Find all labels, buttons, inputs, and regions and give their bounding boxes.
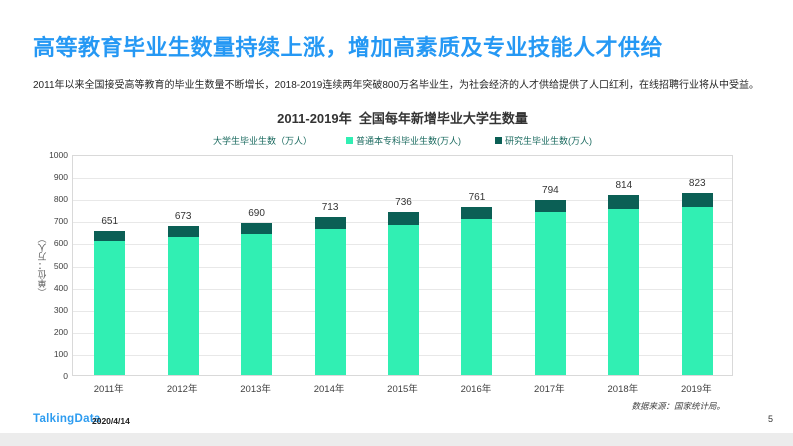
bar-grad-2017年 [534, 199, 566, 213]
bar-grad-2011年 [94, 231, 126, 241]
y-tick-600: 600 [53, 238, 68, 249]
y-tick-700: 700 [53, 216, 68, 227]
bar-value-label-2012年: 673 [174, 211, 192, 223]
bar-value-label-2015年: 736 [395, 197, 412, 209]
x-label-2011年: 2011年 [93, 384, 124, 395]
chart-title: 2011-2019年 全国每年新增毕业大学生数量 [277, 111, 528, 126]
bar-grad-2012年 [167, 226, 199, 238]
bar-grad-2014年 [314, 217, 346, 230]
bar-value-label-2019年: 823 [688, 178, 706, 190]
bar-value-label-2016年: 761 [468, 191, 486, 203]
bar-undergrad-2013年 [241, 233, 273, 375]
gridline-800 [73, 200, 732, 202]
y-tick-900: 900 [53, 172, 68, 183]
legend-item-grad: 研究生毕业生数(万人) [495, 134, 592, 147]
bar-grad-2016年 [461, 206, 493, 220]
x-label-2016年: 2016年 [460, 384, 492, 395]
y-axis-ticks: 0 100 200 300 400 500 600 700 800 900 1000 [40, 150, 68, 381]
bar-value-label-2018年: 814 [615, 180, 633, 192]
y-tick-100: 100 [53, 348, 68, 359]
bar-value-label-2013年: 690 [248, 207, 265, 219]
legend-label-undergrad: 普通本专科毕业生数(万人) [356, 136, 461, 146]
bar-grad-2018年 [608, 195, 640, 209]
gridline-900 [73, 178, 732, 180]
x-label-2017年: 2017年 [534, 384, 565, 395]
legend-label-grad: 研究生毕业生数(万人) [505, 136, 592, 146]
x-label-2018年: 2018年 [607, 384, 639, 395]
slide-title: 高等教育毕业生数量持续上涨，增加高素质及专业技能人才供给 [33, 35, 664, 60]
legend-item-undergrad: 普通本专科毕业生数(万人) [346, 134, 461, 147]
x-label-2019年: 2019年 [680, 384, 712, 395]
y-tick-400: 400 [53, 282, 68, 293]
legend-axis-title: 大学生毕业生数（万人） [212, 136, 312, 146]
x-axis-labels: 2011年 2012年 2013年 2014年 2015年 2016年 2017年 2018年… [72, 381, 733, 395]
bar-undergrad-2012年 [167, 237, 199, 375]
y-tick-1000: 1000 [49, 150, 68, 160]
y-tick-300: 300 [53, 304, 68, 315]
y-tick-500: 500 [53, 260, 68, 271]
footer-date: 2020/4/14 [92, 416, 130, 426]
grad-swatch-icon [495, 137, 502, 144]
y-tick-0: 0 [63, 371, 68, 381]
y-tick-800: 800 [53, 194, 68, 205]
bar-undergrad-2016年 [461, 219, 493, 375]
chart-legend: 大学生毕业生数（万人） 普通本专科毕业生数(万人) 研究生毕业生数(万人) [72, 134, 733, 147]
y-tick-200: 200 [53, 326, 68, 337]
talkingdata-logo: TalkingData [33, 413, 101, 425]
bar-grad-2013年 [241, 222, 273, 234]
x-label-2012年: 2012年 [166, 384, 198, 395]
x-label-2014年: 2014年 [313, 384, 345, 395]
bar-undergrad-2011年 [94, 240, 126, 375]
bar-undergrad-2019年 [681, 207, 713, 375]
x-label-2015年: 2015年 [387, 384, 418, 395]
bar-value-label-2017年: 794 [542, 184, 559, 196]
bar-value-label-2011年: 651 [101, 216, 119, 228]
source-note: 数据来源：国家统计局。 [631, 401, 725, 411]
bar-undergrad-2015年 [388, 224, 419, 375]
bar-undergrad-2017年 [534, 212, 566, 375]
undergrad-swatch-icon [346, 137, 353, 144]
bar-undergrad-2014年 [314, 229, 346, 375]
bar-value-label-2014年: 713 [321, 202, 339, 214]
bottom-strip [0, 433, 793, 446]
slide-subtitle: 2011年以来全国接受高等教育的毕业生数量不断增长，2018-2019连续两年突… [33, 80, 760, 91]
bar-grad-2015年 [388, 212, 419, 225]
bar-undergrad-2018年 [608, 208, 640, 375]
plot-area: 651 673 690 713 736 761 794 814 823 [72, 155, 733, 376]
bar-grad-2019年 [681, 193, 713, 208]
x-label-2013年: 2013年 [240, 384, 271, 395]
page-number: 5 [767, 414, 773, 424]
